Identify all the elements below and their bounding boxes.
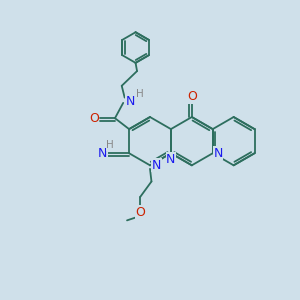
Text: N: N [152,159,161,172]
Text: N: N [166,153,176,166]
Text: O: O [135,206,145,219]
Text: N: N [126,95,135,108]
Text: N: N [213,147,223,160]
Text: O: O [89,112,99,125]
Text: N: N [98,147,107,160]
Text: H: H [136,89,144,99]
Text: O: O [187,90,197,103]
Text: H: H [106,140,114,150]
